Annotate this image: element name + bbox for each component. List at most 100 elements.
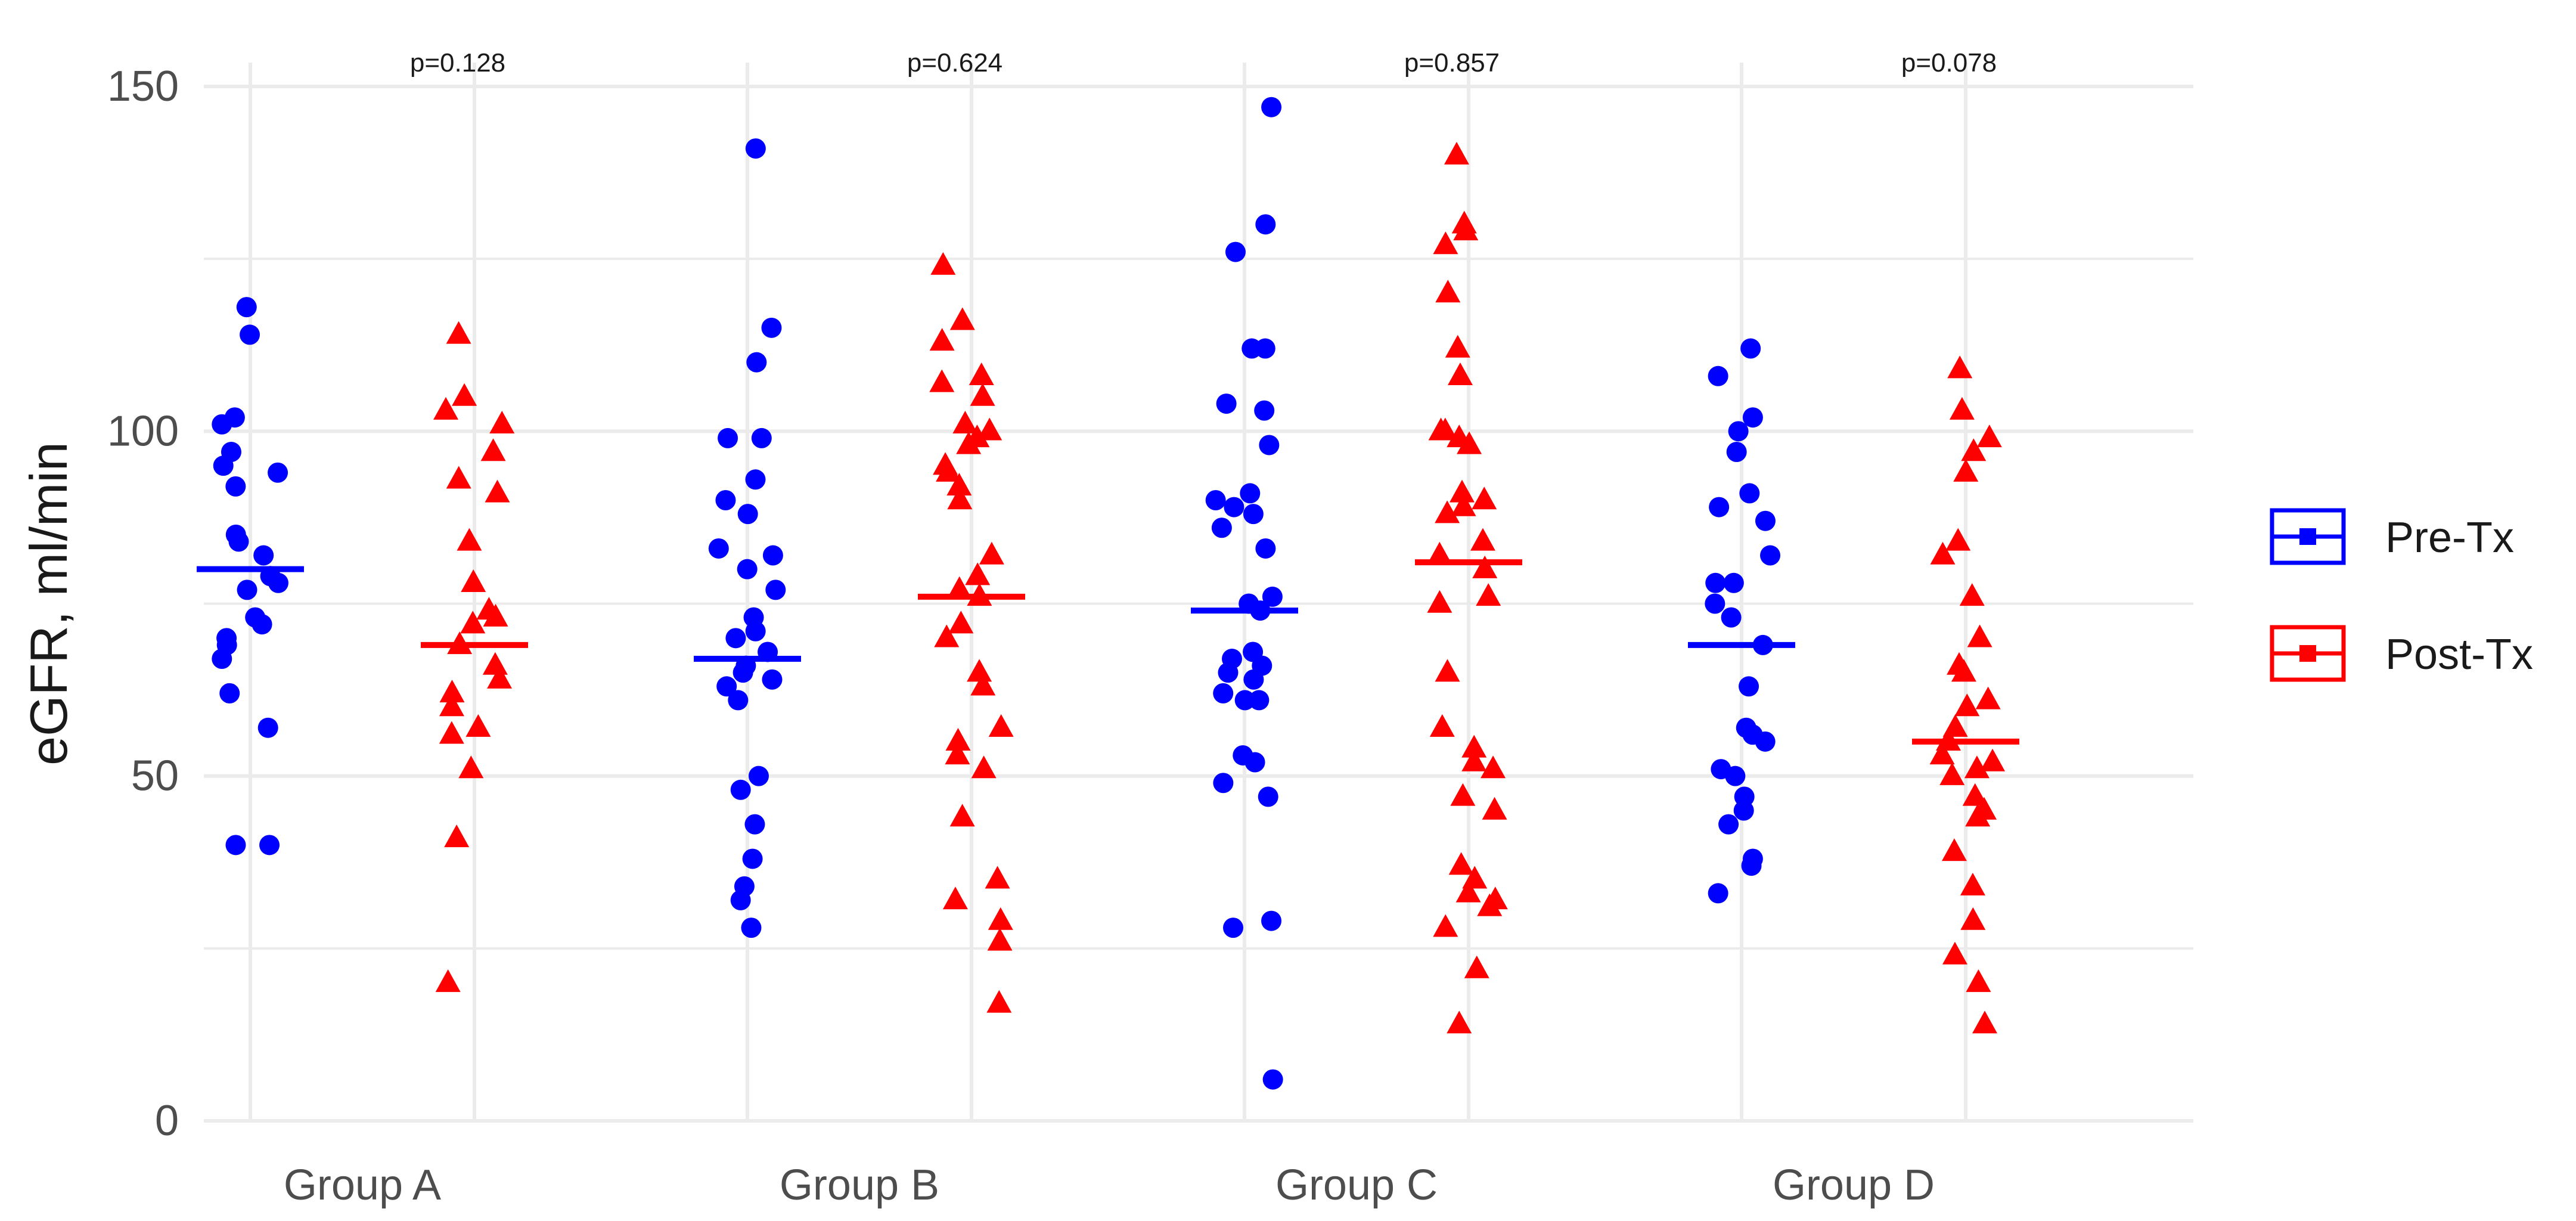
- axes: 0 50 100 150 Group A Group B Group C Group D eGF…: [19, 63, 1935, 1209]
- point-pre-tx: [240, 324, 260, 345]
- point-pre-tx: [751, 427, 772, 448]
- point-post-tx: [1447, 362, 1473, 385]
- point-post-tx: [1444, 141, 1469, 165]
- point-post-tx: [988, 907, 1013, 930]
- point-post-tx: [956, 431, 982, 454]
- legend-key-marker: [2299, 528, 2316, 545]
- legend-key-marker: [2299, 645, 2316, 662]
- point-pre-tx: [1254, 400, 1275, 421]
- point-post-tx: [460, 610, 486, 634]
- point-post-tx: [1427, 541, 1453, 565]
- point-pre-tx: [730, 890, 751, 910]
- point-pre-tx: [228, 531, 249, 552]
- point-pre-tx: [257, 717, 278, 738]
- point-pre-tx: [1216, 393, 1237, 414]
- point-pre-tx: [761, 317, 782, 338]
- point-pre-tx: [1261, 97, 1282, 117]
- point-post-tx: [1953, 458, 1979, 482]
- point-pre-tx: [212, 414, 232, 435]
- point-post-tx: [970, 383, 995, 406]
- point-post-tx: [1455, 879, 1481, 903]
- point-post-tx: [435, 969, 461, 992]
- legend: Pre-Tx Post-Tx: [2270, 508, 2533, 682]
- gridlines: [204, 63, 2193, 1123]
- point-post-tx: [444, 824, 470, 847]
- point-pre-tx: [1742, 407, 1763, 428]
- point-post-tx: [949, 307, 975, 330]
- p-value-label: p=0.857: [1404, 48, 1500, 78]
- point-pre-tx: [213, 455, 234, 476]
- point-post-tx: [1947, 355, 1973, 379]
- point-pre-tx: [252, 614, 272, 635]
- point-pre-tx: [1708, 883, 1728, 904]
- point-post-tx: [947, 486, 973, 510]
- point-post-tx: [1472, 486, 1497, 510]
- point-post-tx: [929, 369, 955, 392]
- point-post-tx: [1975, 686, 2001, 709]
- point-post-tx: [1432, 417, 1458, 441]
- point-pre-tx: [1709, 497, 1730, 517]
- point-pre-tx: [268, 462, 288, 483]
- point-pre-tx: [237, 579, 257, 600]
- point-pre-tx: [1723, 572, 1744, 593]
- point-pre-tx: [1728, 421, 1749, 442]
- point-pre-tx: [725, 628, 746, 649]
- point-pre-tx: [745, 138, 766, 159]
- point-pre-tx: [715, 490, 736, 510]
- point-post-tx: [1966, 969, 1991, 992]
- point-pre-tx: [1205, 490, 1226, 510]
- y-tick-label: 100: [107, 407, 179, 455]
- point-pre-tx: [1224, 497, 1244, 517]
- point-post-tx: [1433, 914, 1458, 937]
- point-post-tx: [489, 410, 515, 433]
- point-pre-tx: [212, 649, 232, 670]
- point-pre-tx: [1726, 442, 1747, 463]
- point-post-tx: [934, 624, 960, 647]
- point-post-tx: [1951, 659, 1976, 682]
- point-pre-tx: [1708, 365, 1728, 386]
- point-pre-tx: [765, 579, 786, 600]
- point-pre-tx: [1244, 752, 1265, 773]
- point-pre-tx: [1262, 586, 1283, 607]
- point-post-tx: [1464, 955, 1489, 978]
- point-post-tx: [461, 569, 486, 592]
- point-pre-tx: [1741, 856, 1762, 876]
- point-post-tx: [1450, 783, 1476, 806]
- point-pre-tx: [762, 669, 783, 690]
- p-value-annotations: p=0.128 p=0.624 p=0.857 p=0.078: [410, 48, 1997, 78]
- point-post-tx: [948, 610, 974, 634]
- x-tick-label: Group C: [1275, 1161, 1438, 1209]
- point-pre-tx: [737, 559, 758, 579]
- point-post-tx: [1976, 424, 2002, 448]
- point-post-tx: [458, 755, 484, 779]
- x-tick-label: Group D: [1773, 1161, 1935, 1209]
- point-post-tx: [1457, 431, 1482, 454]
- point-post-tx: [480, 438, 506, 461]
- point-post-tx: [1476, 583, 1501, 606]
- point-pre-tx: [1243, 504, 1264, 525]
- point-pre-tx: [1225, 241, 1246, 262]
- mean-lines: [197, 559, 2019, 745]
- point-pre-tx: [716, 676, 737, 697]
- point-post-tx: [1949, 396, 1975, 420]
- point-post-tx: [1945, 528, 1971, 551]
- point-post-tx: [986, 990, 1012, 1013]
- point-pre-tx: [1755, 510, 1776, 531]
- data-points: [212, 97, 2006, 1090]
- point-post-tx: [1447, 1011, 1472, 1034]
- point-pre-tx: [1739, 676, 1759, 697]
- point-post-tx: [988, 714, 1014, 737]
- point-pre-tx: [259, 835, 280, 856]
- point-post-tx: [987, 928, 1013, 951]
- point-post-tx: [1451, 493, 1476, 516]
- point-pre-tx: [744, 814, 765, 835]
- point-post-tx: [1433, 231, 1458, 255]
- point-post-tx: [971, 755, 997, 779]
- point-post-tx: [1445, 334, 1470, 358]
- point-pre-tx: [708, 538, 729, 559]
- point-post-tx: [977, 417, 1003, 441]
- point-post-tx: [1449, 479, 1475, 503]
- point-pre-tx: [742, 848, 763, 869]
- point-post-tx: [1941, 838, 1967, 861]
- point-post-tx: [1435, 280, 1461, 303]
